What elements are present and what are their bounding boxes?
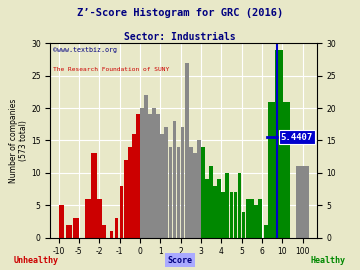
Bar <box>242 212 246 238</box>
Bar <box>246 199 249 238</box>
Bar <box>59 205 64 238</box>
Bar <box>201 147 205 238</box>
Bar <box>234 192 237 238</box>
Bar <box>258 199 262 238</box>
Bar <box>264 225 268 238</box>
Bar <box>109 231 113 238</box>
Text: Z’-Score Histogram for GRC (2016): Z’-Score Histogram for GRC (2016) <box>77 8 283 18</box>
Bar <box>221 192 225 238</box>
Bar <box>268 102 276 238</box>
Bar <box>91 153 98 238</box>
Bar <box>124 160 127 238</box>
Bar <box>193 153 197 238</box>
Bar <box>254 205 258 238</box>
Text: Unhealthy: Unhealthy <box>14 256 58 265</box>
Bar <box>144 95 148 238</box>
Bar <box>185 63 189 238</box>
Bar <box>156 114 160 238</box>
Bar <box>213 186 217 238</box>
Bar <box>73 218 78 238</box>
Bar <box>96 199 103 238</box>
Bar <box>181 127 184 238</box>
Bar <box>283 102 290 238</box>
Bar <box>165 127 168 238</box>
Text: Healthy: Healthy <box>310 256 345 265</box>
Bar <box>136 114 140 238</box>
Bar <box>172 121 176 238</box>
Bar <box>177 147 180 238</box>
Bar <box>250 199 253 238</box>
Bar <box>217 179 221 238</box>
Text: Score: Score <box>167 256 193 265</box>
Bar <box>152 108 156 238</box>
Y-axis label: Number of companies
(573 total): Number of companies (573 total) <box>9 98 28 183</box>
Text: ©www.textbiz.org: ©www.textbiz.org <box>53 47 117 53</box>
Bar <box>225 173 229 238</box>
Bar <box>205 179 209 238</box>
Bar <box>85 199 93 238</box>
Bar <box>128 147 132 238</box>
Bar <box>296 166 309 238</box>
Bar <box>189 147 193 238</box>
Text: The Research Foundation of SUNY: The Research Foundation of SUNY <box>53 66 169 72</box>
Bar <box>160 134 164 238</box>
Bar <box>114 218 118 238</box>
Bar <box>197 140 201 238</box>
Bar <box>148 114 152 238</box>
Bar <box>230 192 233 238</box>
Bar <box>102 225 106 238</box>
Bar <box>238 173 242 238</box>
Bar <box>132 134 136 238</box>
Text: 5.4407: 5.4407 <box>281 133 313 142</box>
Bar <box>66 225 72 238</box>
Bar <box>275 50 283 238</box>
Bar <box>120 186 123 238</box>
Bar <box>168 147 172 238</box>
Bar <box>140 108 144 238</box>
Bar <box>209 166 213 238</box>
Text: Sector: Industrials: Sector: Industrials <box>124 32 236 42</box>
